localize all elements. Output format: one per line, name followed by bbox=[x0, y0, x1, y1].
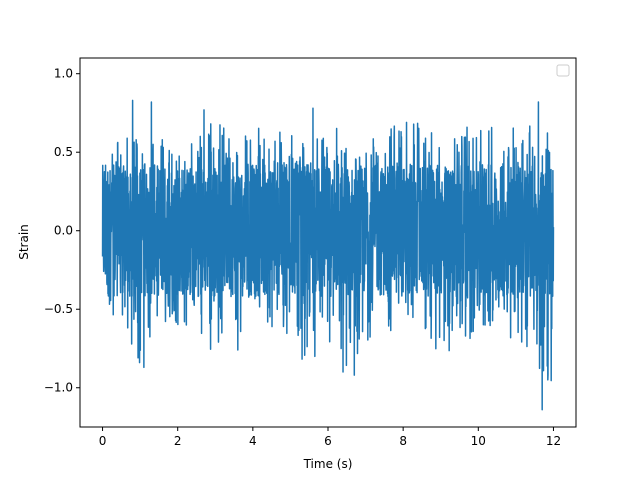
x-tick-label: 10 bbox=[471, 434, 486, 448]
series-layer bbox=[101, 99, 555, 411]
x-axis-label: Time (s) bbox=[303, 457, 353, 471]
strain-series-line bbox=[101, 99, 555, 411]
y-tick-label: −1.0 bbox=[44, 381, 73, 395]
legend-box bbox=[556, 64, 570, 77]
x-tick-label: 0 bbox=[99, 434, 107, 448]
y-tick-label: 0.0 bbox=[54, 224, 73, 238]
x-tick-label: 4 bbox=[249, 434, 257, 448]
x-tick-label: 6 bbox=[324, 434, 332, 448]
y-tick-label: 1.0 bbox=[54, 67, 73, 81]
y-axis: −1.0 −0.5 0.0 0.5 1.0 bbox=[44, 67, 80, 395]
y-tick-label: −0.5 bbox=[44, 302, 73, 316]
y-tick-label: 0.5 bbox=[54, 145, 73, 159]
x-tick-label: 2 bbox=[174, 434, 182, 448]
x-tick-label: 8 bbox=[399, 434, 407, 448]
y-axis-label: Strain bbox=[17, 224, 31, 260]
x-tick-label: 12 bbox=[546, 434, 561, 448]
x-axis: 0 2 4 6 8 10 12 bbox=[99, 427, 561, 448]
